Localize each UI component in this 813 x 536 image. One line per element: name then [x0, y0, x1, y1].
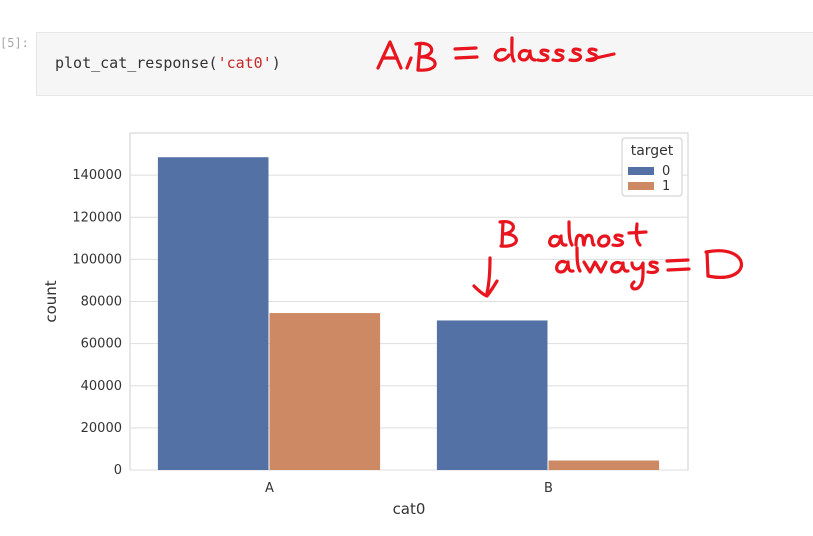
legend-swatch-1 [628, 182, 654, 190]
code-line[interactable]: plot_cat_response('cat0') [55, 54, 281, 72]
bar-A-1 [269, 313, 381, 470]
x-tick-label: B [544, 481, 553, 496]
legend-label-0: 0 [662, 164, 670, 179]
x-axis-label: cat0 [393, 500, 426, 518]
bar-B-1 [548, 460, 660, 470]
y-tick-label: 0 [114, 463, 122, 478]
bar-A-0 [157, 157, 269, 471]
y-tick-label: 140000 [72, 168, 122, 183]
legend-swatch-0 [628, 167, 654, 175]
code-string-arg: 'cat0' [217, 54, 272, 72]
code-function: plot_cat_response( [55, 54, 218, 72]
y-tick-label: 40000 [81, 379, 122, 394]
cell-prompt: [5]: [0, 36, 29, 50]
y-tick-label: 80000 [81, 295, 122, 310]
y-tick-label: 120000 [72, 210, 122, 225]
y-tick-label: 60000 [81, 337, 122, 352]
legend-label-1: 1 [662, 179, 670, 194]
bar-chart: 0 20000 40000 60000 80000 100000 120000 140000 A… [42, 132, 689, 518]
legend-title: target [631, 143, 674, 159]
y-tick-label: 20000 [81, 421, 122, 436]
y-tick-label: 100000 [72, 252, 122, 267]
code-cell[interactable]: plot_cat_response('cat0') [36, 32, 813, 96]
y-axis-label: count [42, 280, 60, 322]
bar-B-0 [436, 320, 548, 470]
x-tick-label: A [265, 481, 274, 496]
code-close-paren: ) [271, 54, 281, 72]
